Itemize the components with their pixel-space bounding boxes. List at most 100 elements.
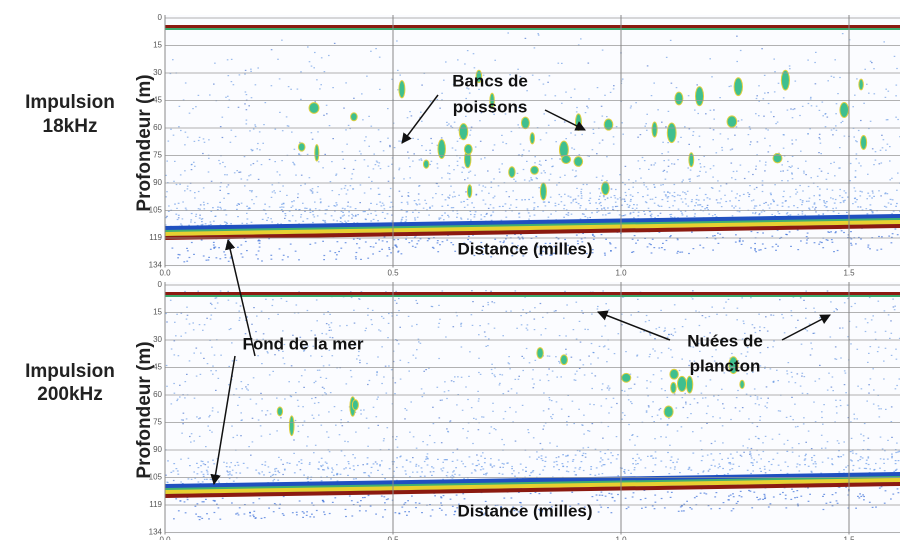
echo-speckle <box>371 467 373 468</box>
echo-speckle <box>477 391 479 392</box>
echo-speckle <box>226 223 228 224</box>
echo-speckle <box>272 371 274 372</box>
echo-speckle <box>668 166 670 167</box>
echo-speckle <box>554 120 556 121</box>
echo-speckle <box>751 448 753 449</box>
echo-speckle <box>695 202 697 203</box>
echo-speckle <box>203 501 205 502</box>
echo-speckle <box>210 303 212 304</box>
echo-speckle <box>651 416 653 417</box>
echo-speckle <box>543 425 545 426</box>
echo-speckle <box>467 204 469 205</box>
echo-speckle <box>263 474 265 475</box>
echo-speckle <box>518 472 520 473</box>
echo-speckle <box>599 461 601 462</box>
echo-speckle <box>389 207 391 208</box>
echo-speckle <box>547 355 549 356</box>
echo-speckle <box>660 418 662 419</box>
echo-speckle <box>467 431 469 432</box>
echo-speckle <box>756 98 758 99</box>
echo-speckle <box>758 454 760 455</box>
echo-speckle <box>840 405 842 406</box>
echo-speckle <box>366 363 368 364</box>
echo-speckle <box>368 146 370 147</box>
echo-speckle <box>495 429 497 430</box>
echo-speckle <box>782 492 784 493</box>
echo-speckle <box>181 433 183 434</box>
echo-speckle <box>313 516 315 517</box>
echo-speckle <box>367 308 369 309</box>
echo-speckle <box>203 202 205 203</box>
echo-speckle <box>630 107 632 108</box>
echo-speckle <box>360 153 362 154</box>
echo-speckle <box>454 251 456 252</box>
echo-speckle <box>750 491 752 492</box>
echo-speckle <box>376 463 378 464</box>
echo-speckle <box>191 213 193 214</box>
echo-speckle <box>503 498 505 499</box>
echo-speckle <box>650 215 652 216</box>
echo-speckle <box>474 175 476 176</box>
echo-speckle <box>210 224 212 225</box>
echo-speckle <box>193 471 195 472</box>
echo-speckle <box>576 111 578 112</box>
echo-speckle <box>330 181 332 182</box>
echo-speckle <box>750 455 752 456</box>
echo-speckle <box>752 470 754 471</box>
echo-speckle <box>245 70 247 71</box>
echo-speckle <box>166 482 168 483</box>
echo-speckle <box>322 387 324 388</box>
echo-speckle <box>482 452 484 453</box>
echo-speckle <box>586 184 588 185</box>
echo-speckle <box>797 426 799 427</box>
echo-speckle <box>872 191 874 192</box>
echo-speckle <box>876 250 878 251</box>
echo-speckle <box>561 409 563 410</box>
echo-speckle <box>836 103 838 104</box>
echo-speckle <box>707 406 709 407</box>
echo-speckle <box>802 202 804 203</box>
echo-speckle <box>819 138 821 139</box>
echo-speckle <box>702 456 704 457</box>
echo-speckle <box>185 82 187 83</box>
echo-speckle <box>204 479 206 480</box>
echo-speckle <box>790 246 792 247</box>
echo-speckle <box>896 203 898 204</box>
echo-speckle <box>606 180 608 181</box>
echo-speckle <box>707 205 709 206</box>
echo-speckle <box>895 117 897 118</box>
echo-speckle <box>494 60 496 61</box>
echo-speckle <box>224 166 226 167</box>
echo-speckle <box>682 202 684 203</box>
echo-speckle <box>413 153 415 154</box>
echo-speckle <box>319 88 321 89</box>
echo-speckle <box>729 200 731 201</box>
echo-speckle <box>268 466 270 467</box>
echo-speckle <box>522 469 524 470</box>
echo-speckle <box>418 465 420 466</box>
echo-speckle <box>438 323 440 324</box>
echo-speckle <box>884 206 886 207</box>
echo-speckle <box>321 458 323 459</box>
echo-speckle <box>573 199 575 200</box>
echo-speckle <box>339 325 341 326</box>
echo-speckle <box>477 460 479 461</box>
echo-speckle <box>601 336 603 337</box>
echo-speckle <box>844 190 846 191</box>
echo-speckle <box>678 141 680 142</box>
echo-speckle <box>863 496 865 497</box>
echo-speckle <box>464 466 466 467</box>
echo-speckle <box>405 470 407 471</box>
echo-speckle <box>720 133 722 134</box>
echo-speckle <box>866 84 868 85</box>
echo-speckle <box>787 212 789 213</box>
echo-speckle <box>460 202 462 203</box>
echo-speckle <box>551 166 553 167</box>
echo-speckle <box>202 461 204 462</box>
echo-speckle <box>802 106 804 107</box>
echo-speckle <box>606 116 608 117</box>
echo-speckle <box>295 220 297 221</box>
echo-speckle <box>640 499 642 500</box>
echo-speckle <box>240 435 242 436</box>
echo-speckle <box>483 200 485 201</box>
